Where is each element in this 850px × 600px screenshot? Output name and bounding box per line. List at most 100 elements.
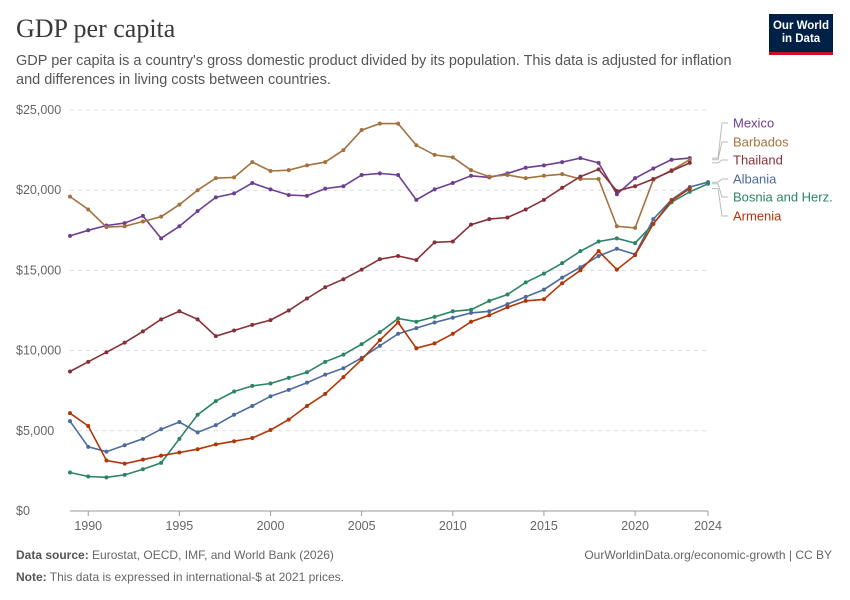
- data-point[interactable]: [159, 236, 164, 241]
- data-point[interactable]: [232, 175, 237, 180]
- data-point[interactable]: [523, 298, 528, 303]
- data-point[interactable]: [487, 309, 492, 314]
- data-point[interactable]: [505, 305, 510, 310]
- data-point[interactable]: [232, 191, 237, 196]
- data-point[interactable]: [487, 298, 492, 303]
- data-point[interactable]: [633, 241, 638, 246]
- data-point[interactable]: [523, 176, 528, 181]
- data-point[interactable]: [268, 168, 273, 173]
- data-point[interactable]: [469, 168, 474, 173]
- data-point[interactable]: [560, 275, 565, 280]
- data-point[interactable]: [341, 277, 346, 282]
- data-point[interactable]: [177, 309, 182, 314]
- data-point[interactable]: [414, 197, 419, 202]
- data-point[interactable]: [195, 317, 200, 322]
- data-point[interactable]: [177, 436, 182, 441]
- data-point[interactable]: [104, 350, 109, 355]
- data-point[interactable]: [68, 369, 72, 374]
- data-point[interactable]: [377, 257, 382, 262]
- data-point[interactable]: [633, 176, 638, 181]
- data-point[interactable]: [286, 387, 291, 392]
- data-point[interactable]: [323, 160, 328, 165]
- data-point[interactable]: [432, 320, 437, 325]
- data-point[interactable]: [359, 267, 364, 272]
- data-point[interactable]: [505, 292, 510, 297]
- data-point[interactable]: [596, 160, 601, 165]
- data-point[interactable]: [140, 219, 145, 224]
- data-point[interactable]: [469, 319, 474, 324]
- data-point[interactable]: [469, 307, 474, 312]
- data-point[interactable]: [396, 320, 401, 325]
- data-point[interactable]: [86, 359, 91, 364]
- data-point[interactable]: [377, 121, 382, 126]
- data-point[interactable]: [159, 317, 164, 322]
- data-point[interactable]: [213, 399, 218, 404]
- data-point[interactable]: [541, 287, 546, 292]
- data-point[interactable]: [232, 328, 237, 333]
- legend-label[interactable]: Armenia: [733, 209, 782, 224]
- data-point[interactable]: [286, 193, 291, 198]
- data-point[interactable]: [213, 334, 218, 339]
- data-point[interactable]: [560, 172, 565, 177]
- data-point[interactable]: [68, 419, 72, 424]
- data-point[interactable]: [341, 352, 346, 357]
- data-point[interactable]: [195, 430, 200, 435]
- series-albania[interactable]: [68, 180, 710, 454]
- data-point[interactable]: [341, 148, 346, 153]
- data-point[interactable]: [487, 217, 492, 222]
- data-point[interactable]: [232, 439, 237, 444]
- data-point[interactable]: [614, 224, 619, 229]
- data-point[interactable]: [414, 326, 419, 331]
- data-point[interactable]: [159, 214, 164, 219]
- data-point[interactable]: [286, 308, 291, 313]
- data-point[interactable]: [377, 330, 382, 335]
- data-point[interactable]: [487, 174, 492, 179]
- legend-label[interactable]: Albania: [733, 172, 777, 187]
- data-point[interactable]: [614, 246, 619, 251]
- data-point[interactable]: [541, 173, 546, 178]
- data-point[interactable]: [651, 176, 656, 181]
- data-point[interactable]: [341, 184, 346, 189]
- data-point[interactable]: [68, 194, 72, 199]
- data-point[interactable]: [706, 181, 710, 186]
- data-point[interactable]: [633, 184, 638, 189]
- data-point[interactable]: [505, 215, 510, 220]
- data-point[interactable]: [323, 359, 328, 364]
- data-point[interactable]: [614, 236, 619, 241]
- data-point[interactable]: [578, 174, 583, 179]
- data-point[interactable]: [633, 253, 638, 258]
- data-point[interactable]: [560, 281, 565, 286]
- data-point[interactable]: [614, 189, 619, 194]
- series-barbados[interactable]: [68, 121, 692, 230]
- data-point[interactable]: [396, 331, 401, 336]
- data-point[interactable]: [432, 341, 437, 346]
- data-point[interactable]: [523, 294, 528, 299]
- data-point[interactable]: [104, 225, 109, 230]
- data-point[interactable]: [86, 207, 91, 212]
- data-point[interactable]: [304, 296, 309, 301]
- data-point[interactable]: [268, 187, 273, 192]
- data-point[interactable]: [450, 180, 455, 185]
- data-point[interactable]: [177, 224, 182, 229]
- data-point[interactable]: [469, 310, 474, 315]
- data-point[interactable]: [68, 411, 72, 416]
- data-point[interactable]: [232, 412, 237, 417]
- data-point[interactable]: [286, 375, 291, 380]
- data-point[interactable]: [359, 357, 364, 362]
- data-point[interactable]: [541, 297, 546, 302]
- data-point[interactable]: [450, 155, 455, 160]
- data-point[interactable]: [651, 221, 656, 226]
- data-point[interactable]: [159, 460, 164, 465]
- data-point[interactable]: [432, 152, 437, 157]
- data-point[interactable]: [104, 475, 109, 480]
- data-point[interactable]: [86, 444, 91, 449]
- data-point[interactable]: [541, 197, 546, 202]
- data-point[interactable]: [651, 217, 656, 222]
- data-point[interactable]: [250, 403, 255, 408]
- data-point[interactable]: [523, 280, 528, 285]
- data-point[interactable]: [541, 271, 546, 276]
- data-point[interactable]: [195, 412, 200, 417]
- data-point[interactable]: [669, 168, 674, 173]
- data-point[interactable]: [304, 403, 309, 408]
- owid-logo[interactable]: Our World in Data: [769, 14, 833, 55]
